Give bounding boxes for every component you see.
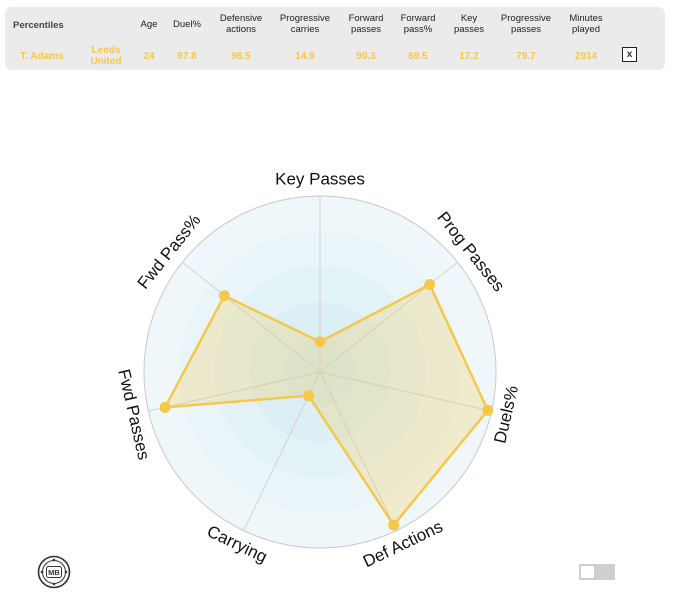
radar-point-0: [314, 336, 326, 348]
cell-progcarry: 14.9: [295, 51, 315, 62]
column-header-key: Key passes: [429, 13, 509, 35]
mb-logo: MB: [37, 555, 71, 589]
column-header-line2: passes: [510, 24, 542, 35]
toggle-switch[interactable]: [579, 564, 615, 580]
column-header-line2: passes: [350, 24, 382, 35]
toggle-knob[interactable]: [580, 565, 595, 579]
cell-key: 17.2: [459, 51, 479, 62]
radar-point-2: [482, 404, 494, 416]
column-header-line2: carries: [290, 24, 320, 35]
table-corner-label: Percentiles: [13, 20, 64, 31]
close-button[interactable]: x: [622, 47, 637, 62]
column-header-line2: passes: [453, 24, 485, 35]
column-header-line2: played: [572, 24, 600, 35]
radar-point-4: [303, 390, 315, 402]
column-header-fwdpct: Forward pass%: [378, 13, 458, 35]
team-name: Leeds United: [66, 45, 146, 67]
cell-duel: 97.8: [177, 51, 197, 62]
column-header-age: Age: [109, 19, 189, 30]
column-header-line1: Duel%: [173, 19, 201, 30]
radar-spoke: [319, 261, 458, 373]
column-header-mins: Minutes played: [546, 13, 626, 35]
cell-mins: 2914: [574, 51, 598, 62]
cell-def: 96.5: [231, 51, 251, 62]
radar-spoke: [319, 371, 397, 531]
team-name-line2: United: [90, 56, 122, 67]
radar-spoke: [319, 371, 492, 412]
cell-age: 24: [143, 51, 155, 62]
column-header-line1: Defensive: [219, 13, 263, 24]
radar-series-area: [163, 283, 490, 527]
radar-spoke: [148, 371, 321, 412]
player-name: T. Adams: [20, 51, 64, 62]
column-header-line1: Progressive: [500, 13, 552, 24]
radar-spoke: [182, 261, 321, 373]
column-header-duel: Duel%: [147, 19, 227, 30]
cell-fwd: 90.3: [356, 51, 376, 62]
cell-fwdpct: 69.5: [408, 51, 428, 62]
column-header-line1: Progressive: [279, 13, 331, 24]
column-header-line1: Forward: [400, 13, 436, 24]
column-header-line1: Age: [140, 19, 158, 30]
column-header-line2: actions: [225, 24, 257, 35]
cell-progpass: 79.7: [516, 51, 536, 62]
column-header-line1: Minutes: [569, 13, 603, 24]
column-header-progpass: Progressive passes: [486, 13, 566, 35]
column-header-line1: Forward: [348, 13, 384, 24]
radar-point-6: [218, 290, 230, 302]
radar-point-1: [424, 279, 436, 291]
column-header-fwd: Forward passes: [326, 13, 406, 35]
column-header-line1: Key: [460, 13, 478, 24]
column-header-line2: pass%: [403, 24, 433, 35]
radar-point-5: [159, 401, 171, 413]
column-header-progcarry: Progressive carries: [265, 13, 345, 35]
column-header-def: Defensive actions: [201, 13, 281, 35]
team-name-line1: Leeds: [91, 45, 121, 56]
percentiles-table: Percentiles: [5, 7, 665, 70]
radar-axis-label-0: Key Passes: [275, 169, 365, 188]
logo-text: MB: [48, 568, 60, 577]
radar-point-3: [388, 519, 400, 531]
